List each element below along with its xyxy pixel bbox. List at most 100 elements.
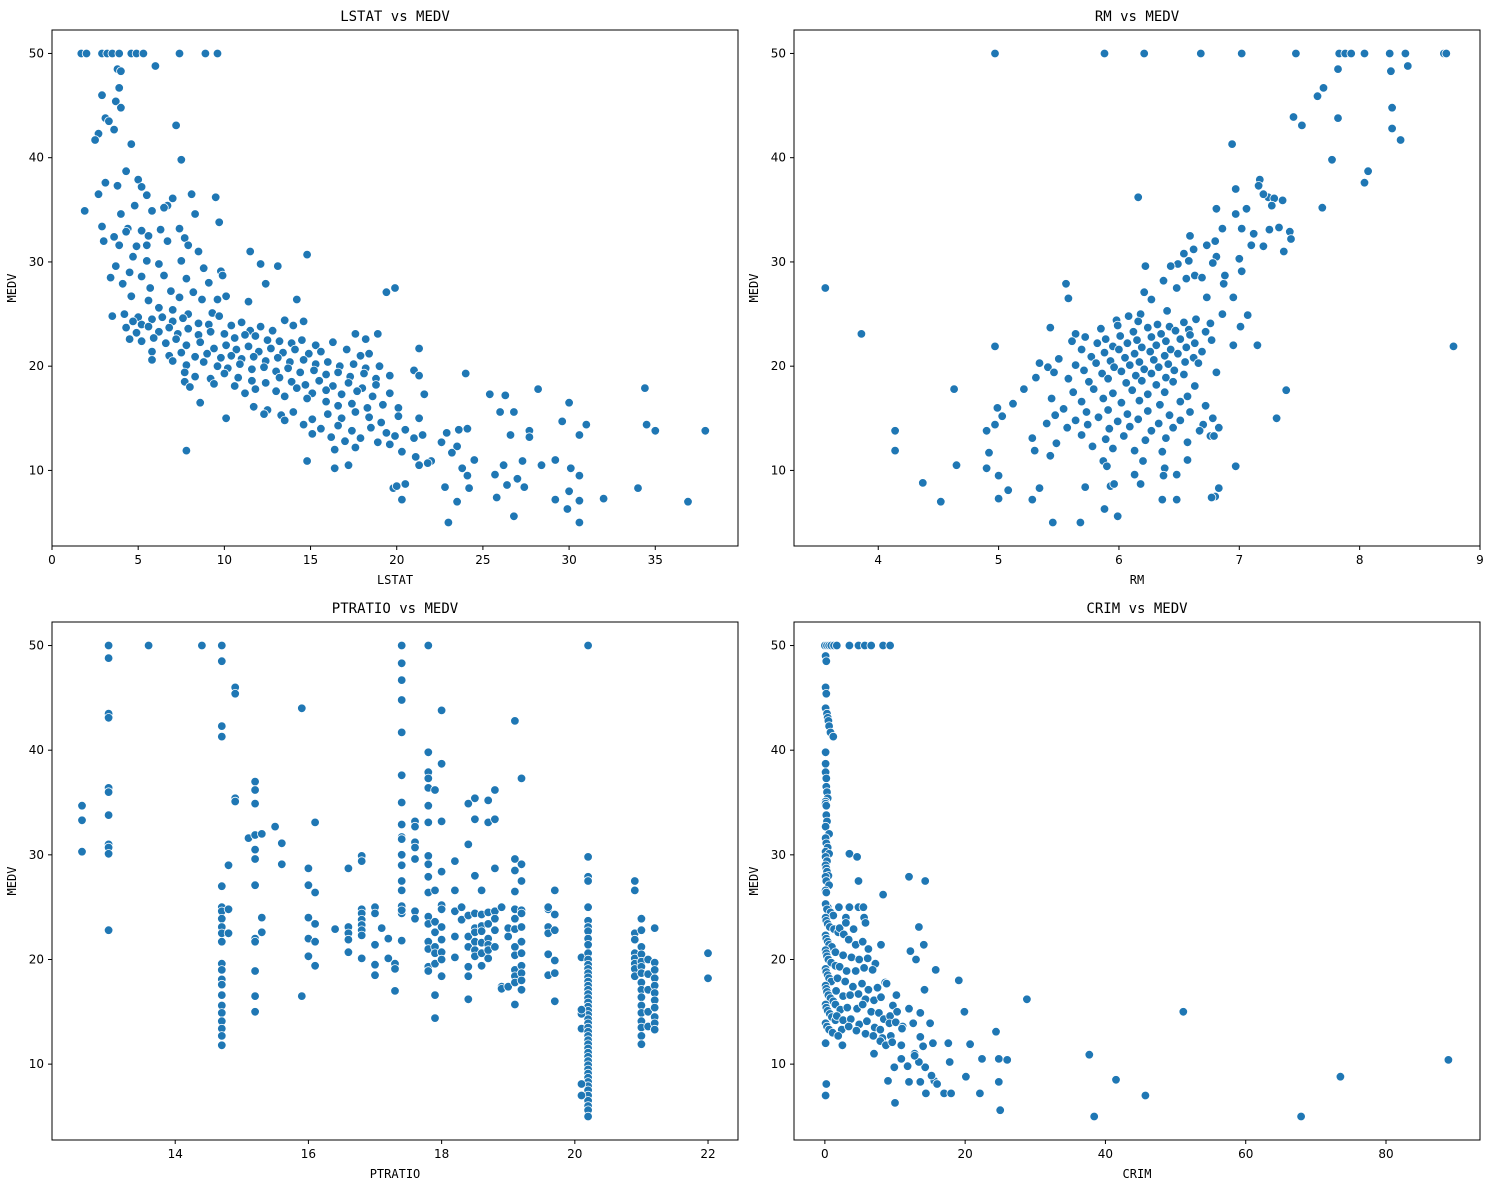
- data-point: [392, 481, 402, 491]
- data-point: [981, 426, 992, 436]
- data-point: [1133, 414, 1143, 425]
- data-point: [915, 1032, 926, 1042]
- data-point: [630, 876, 640, 886]
- data-point: [1002, 1055, 1012, 1065]
- data-point: [1359, 48, 1370, 59]
- data-point: [302, 456, 312, 466]
- data-point: [636, 1031, 647, 1041]
- data-point: [336, 389, 347, 400]
- data-point: [821, 801, 832, 811]
- data-point: [119, 309, 130, 319]
- data-point: [298, 419, 309, 430]
- data-point: [303, 912, 314, 923]
- x-tick-label: 6: [1115, 553, 1123, 567]
- data-point: [1185, 407, 1195, 417]
- data-point: [1400, 48, 1411, 59]
- data-point: [223, 860, 234, 871]
- data-point: [300, 380, 311, 390]
- data-point: [370, 940, 380, 950]
- data-point: [157, 312, 168, 322]
- data-point: [316, 346, 326, 357]
- data-point: [362, 403, 373, 413]
- data-point: [321, 369, 331, 380]
- data-point: [1140, 435, 1151, 445]
- data-point: [1045, 451, 1056, 461]
- data-point: [410, 842, 420, 853]
- y-tick-label: 30: [771, 848, 786, 862]
- data-point: [1152, 319, 1163, 330]
- data-point: [476, 961, 487, 971]
- data-point: [1211, 204, 1222, 214]
- x-tick-label: 15: [303, 553, 318, 567]
- data-point: [1185, 231, 1195, 241]
- data-point: [1258, 189, 1269, 199]
- data-point: [297, 335, 307, 345]
- y-tick-label: 30: [29, 255, 44, 269]
- data-point: [844, 1021, 854, 1032]
- data-point: [147, 206, 157, 216]
- data-point: [400, 425, 411, 435]
- data-point: [436, 866, 447, 877]
- data-point: [1111, 1075, 1121, 1085]
- data-point: [436, 934, 447, 945]
- data-point: [863, 985, 874, 995]
- data-point: [200, 48, 211, 59]
- data-point: [1153, 418, 1164, 429]
- data-point: [1050, 410, 1060, 420]
- data-point: [1134, 395, 1145, 406]
- data-point: [1102, 461, 1112, 472]
- data-point: [430, 885, 440, 896]
- data-point: [1116, 398, 1127, 408]
- data-point: [550, 955, 560, 966]
- data-point: [918, 478, 928, 488]
- y-tick-label: 20: [29, 359, 44, 373]
- data-point: [385, 370, 395, 381]
- data-point: [1196, 48, 1206, 59]
- data-point: [469, 455, 480, 465]
- data-point: [915, 1077, 926, 1087]
- data-point: [226, 320, 237, 331]
- data-point: [516, 948, 527, 958]
- data-point: [162, 236, 173, 246]
- data-point: [205, 327, 216, 337]
- data-point: [442, 428, 452, 438]
- y-tick-label: 20: [771, 952, 786, 966]
- data-point: [1145, 346, 1155, 357]
- data-point: [889, 1062, 900, 1073]
- data-point: [212, 361, 223, 371]
- data-point: [1184, 256, 1194, 266]
- data-point: [510, 854, 520, 864]
- y-axis-label: MEDV: [747, 867, 761, 896]
- data-point: [450, 906, 460, 917]
- data-point: [863, 944, 874, 954]
- y-tick-label: 50: [771, 46, 786, 60]
- data-point: [633, 483, 643, 493]
- data-point: [914, 922, 924, 932]
- data-point: [1137, 342, 1147, 353]
- data-point: [858, 902, 869, 912]
- data-point: [98, 236, 109, 246]
- data-point: [430, 917, 440, 927]
- data-point: [853, 876, 864, 886]
- data-point: [250, 776, 260, 787]
- data-point: [142, 190, 152, 200]
- data-point: [496, 902, 507, 912]
- data-point: [890, 445, 900, 456]
- data-point: [576, 1079, 587, 1089]
- data-point: [875, 1024, 886, 1035]
- data-point: [1218, 279, 1229, 289]
- data-point: [186, 189, 197, 199]
- data-point: [1079, 365, 1089, 376]
- data-point: [1093, 412, 1104, 423]
- data-point: [703, 948, 713, 958]
- data-point: [994, 1077, 1004, 1087]
- data-point: [1070, 360, 1081, 370]
- x-tick-label: 9: [1476, 553, 1484, 567]
- data-point: [598, 493, 609, 504]
- data-point: [436, 954, 447, 965]
- data-point: [1108, 388, 1118, 399]
- data-point: [1228, 340, 1239, 351]
- data-point: [949, 384, 959, 394]
- data-point: [195, 337, 205, 347]
- data-point: [583, 876, 593, 886]
